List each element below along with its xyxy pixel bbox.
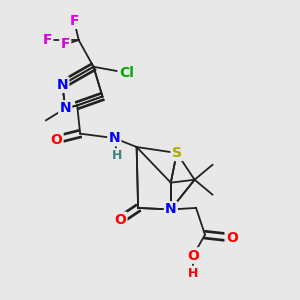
Text: N: N	[165, 202, 177, 216]
Text: F: F	[70, 14, 79, 28]
Text: F: F	[43, 33, 52, 47]
Text: F: F	[61, 38, 70, 52]
Text: N: N	[109, 131, 120, 145]
Text: N: N	[59, 101, 71, 116]
Text: S: S	[172, 146, 182, 160]
Text: N: N	[109, 131, 120, 145]
Text: O: O	[187, 248, 199, 262]
Text: O: O	[50, 133, 62, 147]
Text: N: N	[56, 78, 68, 92]
Text: Cl: Cl	[119, 66, 134, 80]
Text: O: O	[114, 213, 126, 227]
Text: H: H	[112, 149, 122, 162]
Text: F: F	[43, 33, 52, 47]
Text: F: F	[70, 14, 79, 28]
Text: S: S	[172, 146, 182, 160]
Text: O: O	[50, 133, 62, 147]
Text: N: N	[59, 101, 71, 116]
Text: F: F	[61, 38, 70, 52]
Text: O: O	[114, 213, 126, 227]
Text: N: N	[165, 202, 177, 216]
Text: N: N	[56, 78, 68, 92]
Text: H: H	[188, 267, 198, 280]
Text: O: O	[226, 231, 238, 245]
Text: H: H	[112, 149, 122, 162]
Text: H: H	[188, 267, 198, 280]
Text: O: O	[226, 231, 238, 245]
Text: Cl: Cl	[119, 66, 134, 80]
Text: O: O	[187, 248, 199, 262]
